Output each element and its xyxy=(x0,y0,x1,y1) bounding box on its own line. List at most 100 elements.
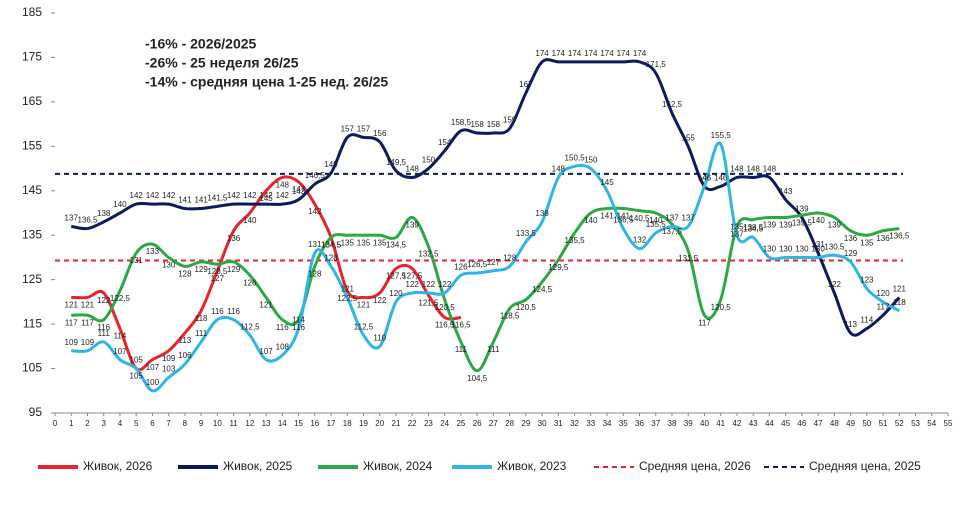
data-label: 158 xyxy=(487,120,501,129)
data-label: 110 xyxy=(373,333,386,342)
data-label: 140 xyxy=(811,216,825,225)
data-label: 136 xyxy=(844,234,858,243)
data-label: 135 xyxy=(860,238,874,247)
data-label: 112,5 xyxy=(354,322,374,331)
data-label: 147 xyxy=(292,185,306,194)
x-tick-label: 43 xyxy=(749,419,758,428)
legend-label: Живок, 2024 xyxy=(363,459,433,473)
data-label: 121 xyxy=(893,285,907,294)
x-tick-label: 2 xyxy=(85,419,90,428)
data-label: 118,5 xyxy=(500,312,520,321)
data-label: 113 xyxy=(179,336,192,345)
y-tick-label: 165 xyxy=(22,94,42,108)
x-tick-label: 35 xyxy=(619,419,628,428)
data-label: 143 xyxy=(292,187,306,196)
data-label: 142 xyxy=(130,191,144,200)
data-label: 109 xyxy=(81,338,95,347)
data-label: 174 xyxy=(552,49,566,58)
data-label: 142 xyxy=(276,191,290,200)
x-tick-label: 0 xyxy=(53,419,58,428)
data-label: 107 xyxy=(146,363,160,372)
x-tick-label: 7 xyxy=(166,419,171,428)
data-label: 174 xyxy=(600,49,614,58)
x-tick-label: 39 xyxy=(684,419,693,428)
x-tick-label: 47 xyxy=(814,419,823,428)
data-label: 122,5 xyxy=(337,294,358,303)
data-label: 112,5 xyxy=(240,322,260,331)
data-label: 137 xyxy=(682,213,696,222)
data-label: 106 xyxy=(178,351,192,360)
data-label: 130 xyxy=(763,245,777,254)
data-label: 157 xyxy=(341,125,355,134)
data-label: 121,5 xyxy=(418,298,439,307)
series-line xyxy=(71,206,900,373)
data-label: 111 xyxy=(195,329,208,338)
data-label: 128 xyxy=(503,253,517,262)
data-label: 127,5 xyxy=(386,272,407,281)
data-label: 114 xyxy=(860,316,873,325)
data-label: 118 xyxy=(893,298,906,307)
data-label: 127 xyxy=(211,274,225,283)
data-label: 109 xyxy=(162,354,176,363)
x-tick-label: 30 xyxy=(538,419,547,428)
data-label: 132,5 xyxy=(418,249,439,258)
x-tick-label: 51 xyxy=(879,419,888,428)
data-label: 148 xyxy=(552,165,566,174)
data-label: 121 xyxy=(357,301,371,310)
data-label: 174 xyxy=(584,49,598,58)
data-label: 130 xyxy=(811,245,825,254)
data-label: 116 xyxy=(97,323,110,332)
data-label: 139 xyxy=(779,221,793,230)
data-label: 136 xyxy=(876,234,890,243)
data-label: 142 xyxy=(308,207,322,216)
x-tick-label: 28 xyxy=(505,419,514,428)
data-label: 107 xyxy=(113,347,127,356)
series-line xyxy=(71,141,901,393)
data-label: 146,5 xyxy=(305,171,326,180)
legend-label: Живок, 2026 xyxy=(83,459,153,473)
data-label: 139 xyxy=(406,221,420,230)
data-label: 142 xyxy=(259,191,273,200)
data-label: 134,5 xyxy=(743,225,764,234)
data-label: 117 xyxy=(65,318,78,327)
data-label: 155,5 xyxy=(711,131,732,140)
x-tick-label: 24 xyxy=(440,419,449,428)
data-label: 141,5 xyxy=(207,193,228,202)
data-label: 126 xyxy=(243,278,257,287)
data-label: 131,5 xyxy=(678,254,699,263)
data-label: 134,5 xyxy=(386,241,407,250)
data-label: 174 xyxy=(617,49,631,58)
data-label: 148 xyxy=(406,165,420,174)
x-tick-label: 32 xyxy=(570,419,579,428)
data-label: 129 xyxy=(844,249,858,258)
data-label: 120,5 xyxy=(435,303,456,312)
data-label: 128 xyxy=(308,269,322,278)
x-tick-label: 23 xyxy=(424,419,433,428)
data-label: 130,5 xyxy=(824,242,845,251)
data-label: 142 xyxy=(227,191,241,200)
data-label: 158,5 xyxy=(451,118,472,127)
data-label: 131 xyxy=(811,240,825,249)
data-label: 148 xyxy=(746,165,760,174)
data-label: 121 xyxy=(65,301,79,310)
x-tick-label: 55 xyxy=(944,419,953,428)
data-label: 128,5 xyxy=(207,267,228,276)
data-label: 149,5 xyxy=(386,158,407,167)
data-label: 140 xyxy=(113,200,127,209)
data-label: 133 xyxy=(146,247,160,256)
data-label: 126,5 xyxy=(467,260,488,269)
data-label: 158 xyxy=(470,120,484,129)
data-label: 129 xyxy=(194,265,208,274)
data-label: 128 xyxy=(324,253,338,262)
data-label: 116 xyxy=(227,307,240,316)
data-label: 139 xyxy=(795,205,809,214)
y-tick-label: 175 xyxy=(22,50,42,64)
data-label: 124,5 xyxy=(532,285,553,294)
x-tick-label: 17 xyxy=(327,419,336,428)
data-label: 122,5 xyxy=(110,294,131,303)
x-tick-label: 18 xyxy=(343,419,352,428)
data-label: 114 xyxy=(114,332,127,341)
x-tick-label: 10 xyxy=(213,419,222,428)
x-tick-label: 37 xyxy=(651,419,660,428)
